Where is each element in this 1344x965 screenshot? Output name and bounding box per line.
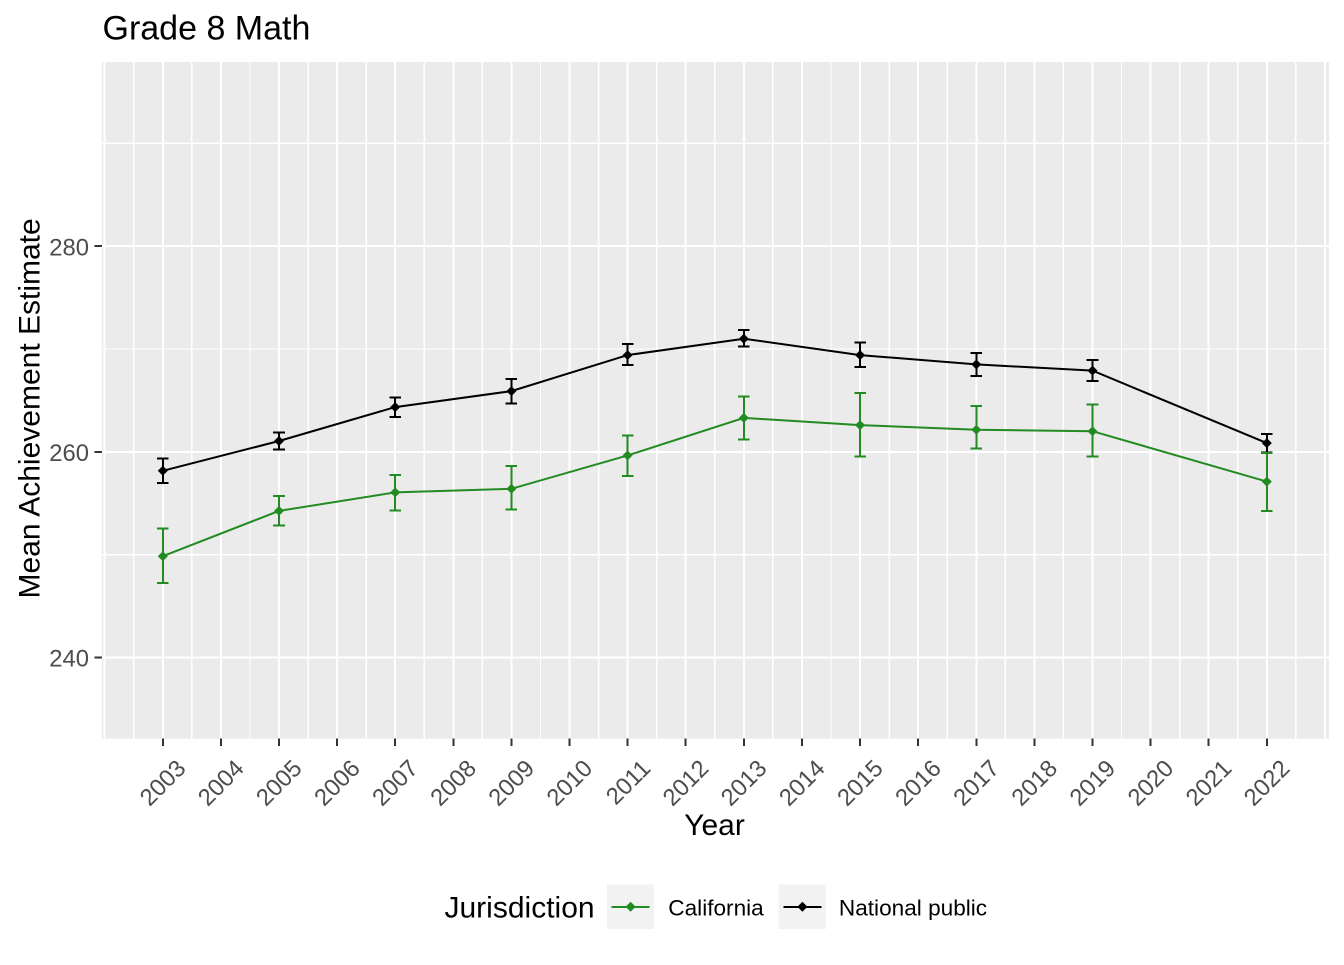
svg-text:2008: 2008 [425,755,482,812]
svg-text:2022: 2022 [1239,755,1296,812]
svg-text:2009: 2009 [483,755,540,812]
svg-text:2019: 2019 [1065,755,1122,812]
svg-text:2007: 2007 [367,755,424,812]
svg-text:2018: 2018 [1006,755,1063,812]
svg-text:National public: National public [839,896,987,921]
svg-text:2003: 2003 [135,755,192,812]
svg-text:240: 240 [49,646,89,673]
svg-text:Jurisdiction: Jurisdiction [445,892,595,925]
svg-text:2006: 2006 [309,755,366,812]
svg-text:2010: 2010 [542,755,599,812]
svg-text:280: 280 [49,234,89,261]
svg-text:2015: 2015 [832,755,889,812]
svg-text:Mean Achievement Estimate: Mean Achievement Estimate [14,218,47,598]
svg-text:2021: 2021 [1181,755,1238,812]
svg-text:2020: 2020 [1123,755,1180,812]
svg-text:2012: 2012 [658,755,715,812]
svg-text:2013: 2013 [716,755,773,812]
svg-text:2014: 2014 [774,755,831,812]
svg-text:Year: Year [684,809,745,842]
svg-text:2004: 2004 [193,755,250,812]
svg-text:2017: 2017 [948,755,1005,812]
svg-text:2016: 2016 [890,755,947,812]
svg-text:California: California [668,896,764,921]
svg-text:2005: 2005 [251,755,308,812]
svg-text:260: 260 [49,440,89,467]
svg-text:Grade 8 Math: Grade 8 Math [103,10,311,48]
svg-text:2011: 2011 [601,755,656,810]
